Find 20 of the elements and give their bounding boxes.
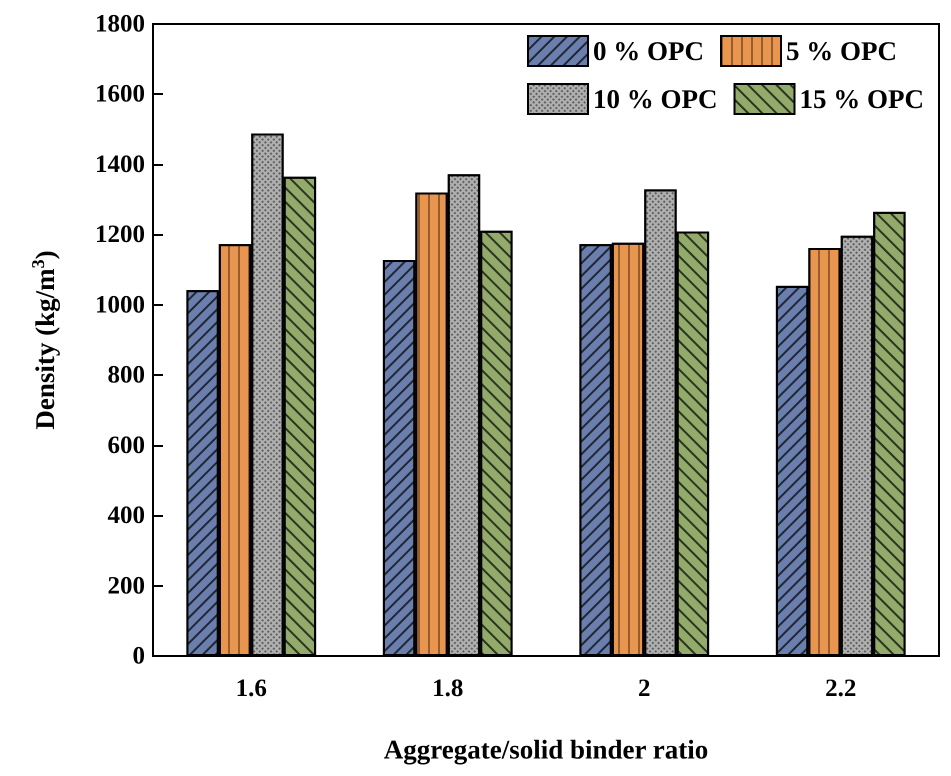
y-tick-label: 400 xyxy=(108,502,145,530)
legend-label: 5 % OPC xyxy=(786,36,898,66)
y-tick-label: 200 xyxy=(108,572,145,600)
y-tick-label: 600 xyxy=(108,432,145,459)
y-tick-label: 800 xyxy=(108,362,145,389)
x-tick-label: 2.2 xyxy=(825,675,856,702)
y-tick-label: 1600 xyxy=(95,80,145,108)
legend-label: 15 % OPC xyxy=(800,84,924,114)
x-axis-title: Aggregate/solid binder ratio xyxy=(384,734,708,764)
y-axis-title: Density (kg/m3) xyxy=(28,250,60,430)
x-tick-label: 2 xyxy=(638,675,650,702)
y-tick-label: 0 xyxy=(132,642,145,670)
y-tick-label: 1400 xyxy=(95,150,145,178)
x-tick-label: 1.6 xyxy=(236,675,267,702)
y-tick-label: 1200 xyxy=(95,221,145,248)
legend-label: 10 % OPC xyxy=(593,84,718,114)
x-tick-label: 1.8 xyxy=(432,675,464,702)
y-tick-label: 1000 xyxy=(95,291,145,318)
legend-label: 0 % OPC xyxy=(593,36,704,66)
y-tick-label: 1800 xyxy=(95,10,145,38)
